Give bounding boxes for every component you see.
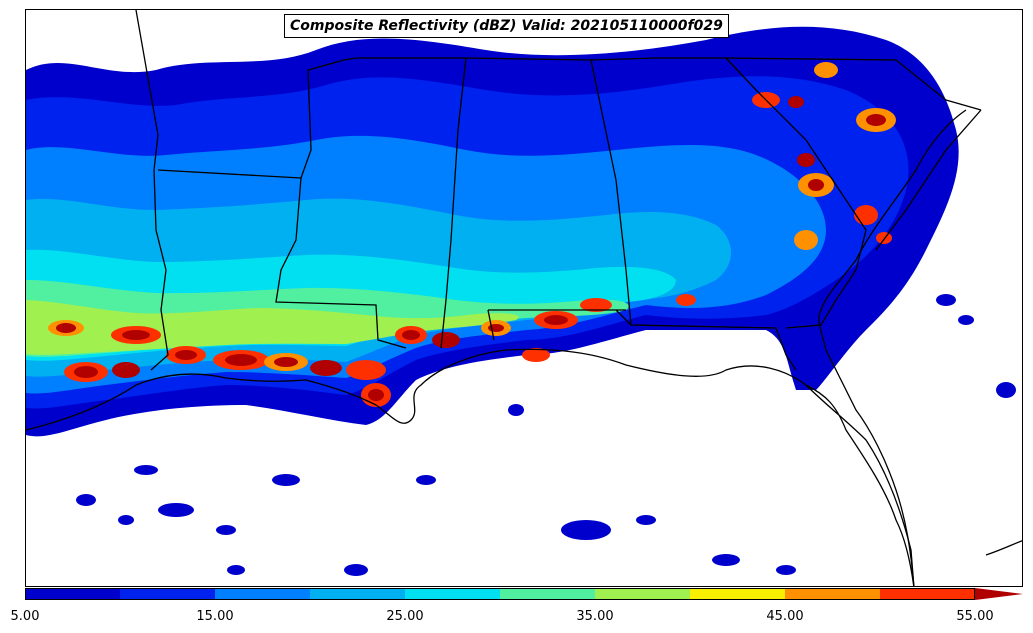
colorbar-segment [880, 588, 976, 600]
colorbar-tick-label: 35.00 [576, 609, 614, 624]
colorbar-tick-label: 5.00 [10, 609, 40, 624]
colorbar-segment [120, 588, 216, 600]
colorbar-segment [405, 588, 501, 600]
scattered-cells [76, 294, 1016, 576]
florida-keys-outline [985, 540, 1022, 556]
colorbar-segment [595, 588, 691, 600]
colorbar-tick-label: 25.00 [386, 609, 424, 624]
colorbar-segment [215, 588, 311, 600]
storm-cores [48, 62, 896, 407]
colorbar-segment [785, 588, 881, 600]
colorbar [25, 588, 1023, 600]
colorbar-segment [690, 588, 786, 600]
colorbar-tick-label: 45.00 [766, 609, 804, 624]
colorbar-segment [500, 588, 596, 600]
coastline [26, 348, 915, 586]
atlantic-coastline [818, 109, 967, 586]
reflectivity-map [25, 9, 1023, 587]
boundaries [26, 10, 1022, 586]
colorbar-extend-arrow [975, 588, 1023, 600]
colorbar-outline [25, 588, 975, 600]
state-boundaries [135, 10, 982, 371]
precip-field [26, 26, 1016, 576]
colorbar-segment [310, 588, 406, 600]
colorbar-segment [25, 588, 121, 600]
colorbar-tick-label: 55.00 [956, 609, 994, 624]
map-title: Composite Reflectivity (dBZ) Valid: 2021… [284, 14, 729, 38]
colorbar-tick-label: 15.00 [196, 609, 234, 624]
